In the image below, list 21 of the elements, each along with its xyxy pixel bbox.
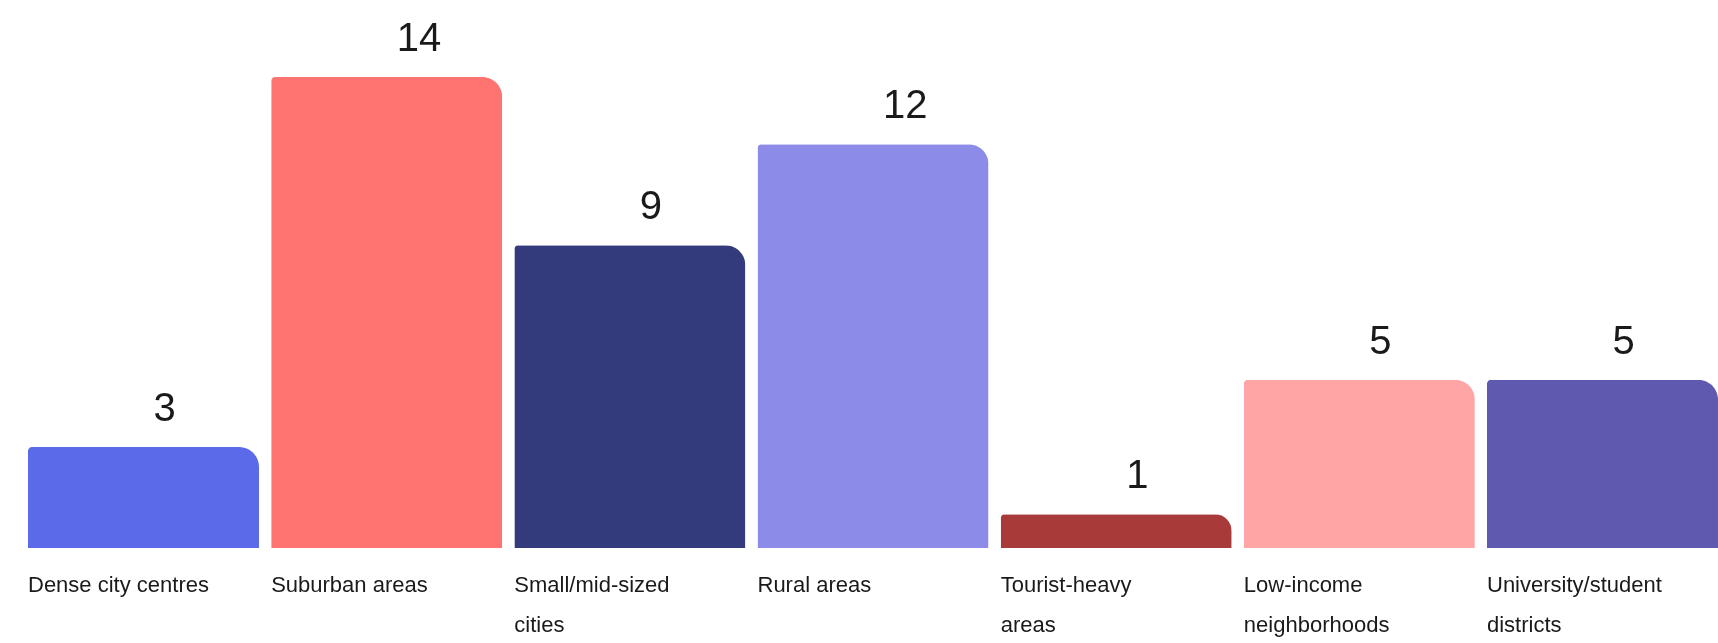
x-tick-label: Small/mid-sized cities	[514, 571, 670, 637]
x-tick-label: Low-income neighborhoods	[1243, 571, 1390, 637]
bar	[28, 447, 260, 548]
bar	[1243, 379, 1475, 548]
bar	[271, 77, 503, 548]
x-tick-label: Suburban areas	[271, 571, 428, 597]
data-label: 5	[1369, 317, 1392, 362]
data-label: 12	[883, 82, 928, 127]
x-tick-label: Dense city centres	[28, 571, 209, 597]
x-tick-label: Tourist-heavy areas	[1000, 571, 1132, 637]
data-label: 5	[1612, 317, 1635, 362]
bar	[1486, 379, 1718, 548]
bar	[1000, 514, 1232, 548]
bar	[757, 144, 989, 548]
x-tick-label: University/student districts	[1486, 571, 1662, 637]
data-label: 1	[1126, 452, 1149, 497]
x-tick-label: Rural areas	[757, 571, 872, 597]
data-label: 14	[396, 15, 442, 59]
data-label: 9	[639, 183, 663, 228]
bar	[514, 245, 746, 548]
data-label: 3	[153, 385, 176, 430]
